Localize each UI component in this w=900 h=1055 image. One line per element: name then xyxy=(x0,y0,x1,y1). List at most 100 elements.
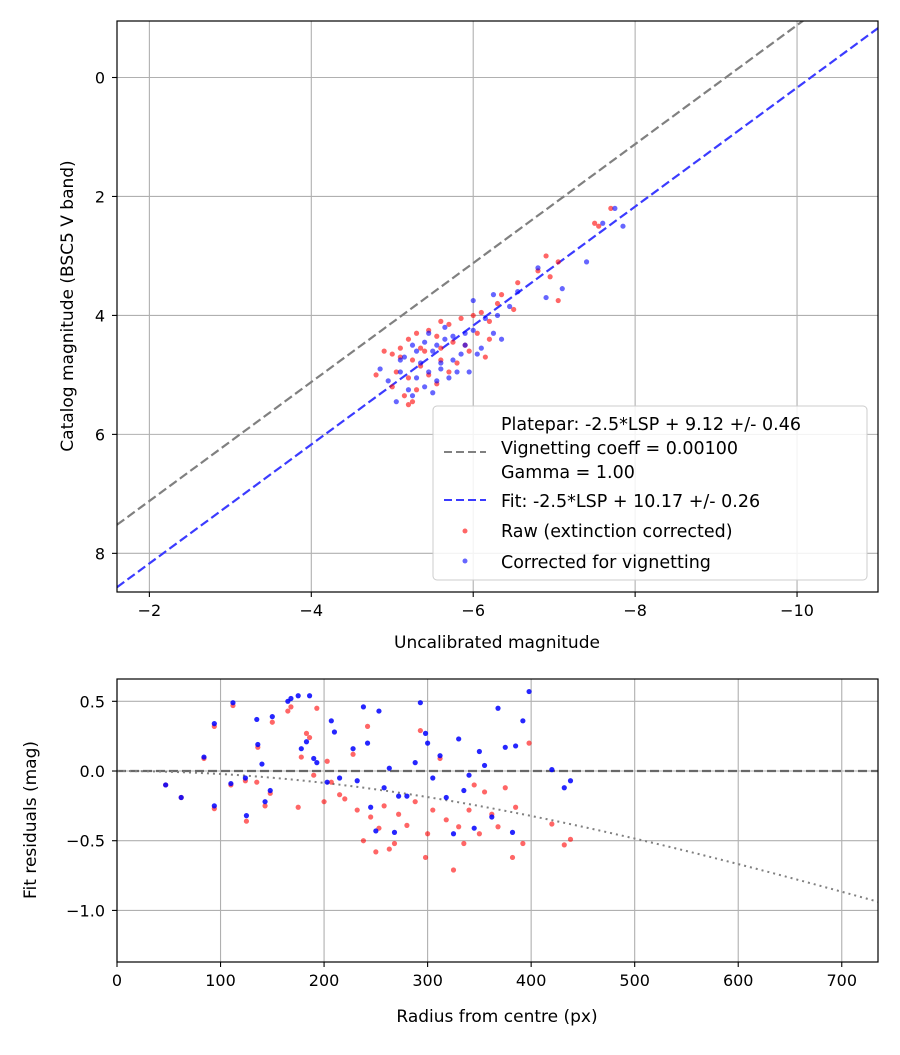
raw-residual-point xyxy=(288,704,294,710)
corrected-residual-point xyxy=(337,775,343,781)
raw-residual-point xyxy=(513,804,519,810)
raw-point xyxy=(511,306,517,313)
corrected-point xyxy=(434,342,440,348)
legend: Platepar: -2.5*LSP + 9.12 +/- 0.46 Vigne… xyxy=(432,405,868,581)
raw-point xyxy=(608,205,614,211)
corrected-point xyxy=(458,351,464,357)
raw-residual-point xyxy=(364,723,371,729)
corrected-residual-point xyxy=(422,730,429,736)
bottom-x-tick-label: 200 xyxy=(309,971,340,990)
corrected-residual-point xyxy=(230,700,236,706)
raw-point xyxy=(458,315,464,321)
top-y-axis-label: Catalog magnitude (BSC5 V band) xyxy=(58,160,78,451)
corrected-residual-point xyxy=(255,741,261,748)
corrected-residual-point xyxy=(376,708,382,714)
corrected-point xyxy=(430,390,436,396)
bottom-y-axis-label: Fit residuals (mag) xyxy=(21,741,41,899)
corrected-residual-point xyxy=(295,693,301,699)
corrected-point xyxy=(413,375,420,381)
raw-residual-point xyxy=(509,854,516,861)
raw-point xyxy=(482,354,488,360)
raw-residual-point xyxy=(350,751,356,757)
bottom-x-tick-label: 400 xyxy=(516,971,547,990)
corrected-residual-point xyxy=(267,787,273,794)
corrected-residual-point xyxy=(520,718,526,724)
corrected-residual-point xyxy=(269,714,275,720)
corrected-point xyxy=(434,378,440,384)
top-x-tick-label: −2 xyxy=(138,601,162,620)
platepar-line xyxy=(117,21,805,526)
raw-point xyxy=(555,259,561,265)
legend-red-marker xyxy=(462,528,468,534)
raw-point xyxy=(434,333,440,339)
corrected-point xyxy=(450,333,456,339)
corrected-point xyxy=(377,366,383,372)
raw-point xyxy=(446,369,452,375)
raw-point xyxy=(547,274,553,280)
bottom-x-tick-label: 700 xyxy=(826,971,857,990)
corrected-residual-point xyxy=(211,721,217,727)
corrected-residual-point xyxy=(373,828,379,834)
raw-residual-point xyxy=(481,789,488,795)
raw-residual-point xyxy=(422,854,429,861)
bottom-y-tick-label: 0.5 xyxy=(80,692,105,711)
corrected-point xyxy=(535,265,541,271)
raw-point xyxy=(422,348,428,354)
raw-residual-point xyxy=(476,831,482,837)
top-y-tick-label: 4 xyxy=(95,306,105,325)
top-x-tick-label: −6 xyxy=(461,601,485,620)
raw-residual-point xyxy=(311,772,317,778)
corrected-point xyxy=(498,336,505,342)
top-y-tick-label: 8 xyxy=(95,544,105,563)
raw-point xyxy=(409,357,416,363)
raw-residual-point xyxy=(466,807,472,813)
corrected-point xyxy=(430,348,436,354)
raw-residual-point xyxy=(324,758,330,764)
corrected-residual-point xyxy=(456,736,462,742)
raw-point xyxy=(555,297,561,304)
bottom-plot-area xyxy=(117,679,878,962)
top-y-tick-label: 0 xyxy=(95,69,105,88)
corrected-residual-point xyxy=(201,754,207,760)
bottom-data-points xyxy=(163,688,574,873)
corrected-point xyxy=(397,357,403,363)
corrected-point xyxy=(442,336,448,342)
raw-point xyxy=(596,223,602,229)
raw-point xyxy=(397,345,403,351)
raw-residual-point xyxy=(306,734,313,741)
raw-residual-point xyxy=(254,779,260,785)
raw-residual-point xyxy=(243,818,250,824)
bottom-plot-frame xyxy=(116,678,879,963)
corrected-point xyxy=(426,369,432,375)
corrected-residual-point xyxy=(437,753,443,759)
corrected-point xyxy=(478,345,484,351)
corrected-point xyxy=(401,354,407,360)
bottom-x-tick-label: 0 xyxy=(112,971,122,990)
corrected-residual-point xyxy=(561,785,567,791)
top-y-tick-label: 6 xyxy=(95,425,105,444)
raw-residual-point xyxy=(298,754,304,760)
legend-label-vignetting: Vignetting coeff = 0.00100 xyxy=(501,439,738,459)
corrected-residual-point xyxy=(242,775,248,781)
corrected-residual-point xyxy=(412,760,418,766)
raw-residual-point xyxy=(520,840,526,847)
corrected-residual-point xyxy=(466,772,472,778)
raw-residual-point xyxy=(450,867,457,873)
raw-point xyxy=(413,387,420,393)
raw-residual-point xyxy=(368,814,374,820)
bottom-x-tick-label: 600 xyxy=(723,971,754,990)
top-x-tick-label: −4 xyxy=(300,601,324,620)
bottom-y-tick-label: −1.0 xyxy=(66,901,105,920)
corrected-residual-point xyxy=(502,744,508,750)
raw-residual-point xyxy=(495,824,501,830)
raw-residual-point xyxy=(391,840,398,847)
vignetting-curve xyxy=(117,770,878,903)
corrected-residual-point xyxy=(461,787,467,794)
raw-residual-point xyxy=(549,821,555,827)
corrected-point xyxy=(462,330,468,336)
raw-point xyxy=(381,348,387,354)
corrected-residual-point xyxy=(417,700,423,706)
corrected-residual-point xyxy=(381,785,387,791)
